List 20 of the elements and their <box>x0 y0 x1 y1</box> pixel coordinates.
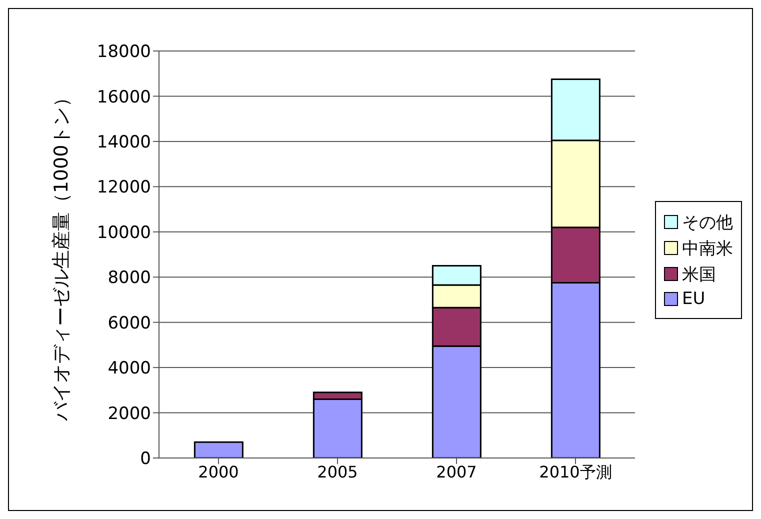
legend-label: その他 <box>682 212 733 234</box>
legend-label: EU <box>682 288 706 308</box>
y-tick-label: 2000 <box>108 404 151 424</box>
y-tick-label: 18000 <box>96 42 151 62</box>
x-tick-label: 2005 <box>317 462 358 482</box>
y-tick-label: 4000 <box>108 358 151 379</box>
bar <box>194 441 244 458</box>
y-tick-label: 14000 <box>96 132 151 152</box>
y-axis-title: バイオディーゼル生産量（1000トン） <box>50 88 73 422</box>
x-tick-label: 2007 <box>436 462 477 482</box>
y-tick-label: 8000 <box>108 268 151 288</box>
y-tick-label: 10000 <box>96 222 151 243</box>
legend-label: 米国 <box>682 264 716 286</box>
y-tick-label: 16000 <box>96 87 151 108</box>
y-tick-label: 0 <box>140 449 151 470</box>
legend-label: 中南米 <box>682 238 733 260</box>
y-tick-label: 12000 <box>96 178 151 198</box>
y-tick-label: 6000 <box>108 313 151 334</box>
x-tick-label: 2010予測 <box>539 462 612 482</box>
x-tick-label: 2000 <box>198 462 239 482</box>
